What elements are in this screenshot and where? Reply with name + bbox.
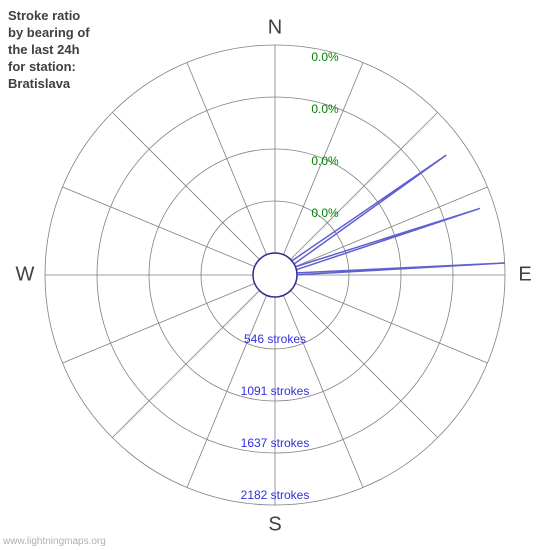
pct-label: 0.0% [311, 50, 339, 64]
polar-chart: 0.0% 0.0% 0.0% 0.0% 546 strokes 1091 strokes 1… [0, 0, 550, 550]
spoke [63, 275, 275, 363]
cardinal-label: N [268, 16, 282, 38]
stroke-count-label: 2182 strokes [241, 488, 310, 502]
spoke [63, 187, 275, 275]
pct-label: 0.0% [311, 206, 339, 220]
pct-label: 0.0% [311, 154, 339, 168]
spoke [275, 275, 363, 487]
spoke [187, 275, 275, 487]
spoke [112, 112, 275, 275]
stroke-count-label: 1637 strokes [241, 436, 310, 450]
spoke [275, 112, 438, 275]
spoke [275, 275, 438, 438]
stroke-count-label: 1091 strokes [241, 384, 310, 398]
center-circle [253, 253, 297, 297]
cardinal-label: E [518, 263, 531, 285]
spoke [275, 275, 487, 363]
cardinal-label: W [16, 263, 35, 285]
spoke [187, 63, 275, 275]
spoke [112, 275, 275, 438]
cardinal-label: S [268, 513, 281, 535]
stroke-count-label: 546 strokes [244, 332, 306, 346]
pct-label: 0.0% [311, 102, 339, 116]
